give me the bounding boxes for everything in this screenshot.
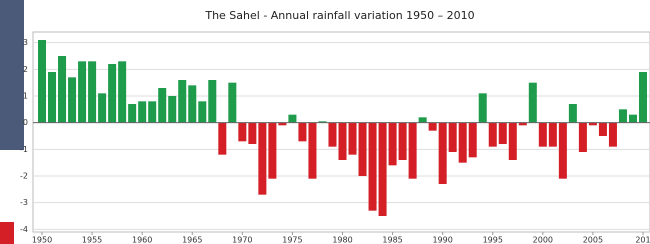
bar xyxy=(228,83,236,123)
bar xyxy=(429,123,437,131)
bar xyxy=(68,77,76,122)
bar xyxy=(509,123,517,160)
bar xyxy=(258,123,266,195)
y-tick-label: 2 xyxy=(23,65,28,74)
x-tick-label: 1995 xyxy=(483,236,503,244)
x-tick-label: 201 xyxy=(635,236,650,244)
bar xyxy=(599,123,607,136)
y-tick-label: 1 xyxy=(23,92,28,101)
bar xyxy=(298,123,306,142)
bar xyxy=(148,101,156,122)
bar xyxy=(208,80,216,123)
y-tick-label: 0 xyxy=(23,118,28,127)
y-tick-label: 3 xyxy=(23,38,28,47)
bar xyxy=(238,123,246,142)
bar xyxy=(479,93,487,122)
y-tick-label: -2 xyxy=(20,172,28,181)
bar xyxy=(419,117,427,122)
bar xyxy=(369,123,377,211)
bar xyxy=(389,123,397,166)
x-tick-label: 1975 xyxy=(282,236,302,244)
bar xyxy=(108,64,116,123)
bar xyxy=(178,80,186,123)
x-tick-label: 1960 xyxy=(132,236,152,244)
bar xyxy=(529,83,537,123)
bar xyxy=(188,85,196,122)
bar xyxy=(489,123,497,147)
bar xyxy=(569,104,577,123)
bar xyxy=(98,93,106,122)
bar xyxy=(328,123,336,147)
bar xyxy=(308,123,316,179)
bar xyxy=(379,123,387,216)
bar xyxy=(78,61,86,122)
chart: The Sahel - Annual rainfall variation 19… xyxy=(0,0,650,244)
bar xyxy=(499,123,507,144)
bar xyxy=(609,123,617,147)
bar xyxy=(48,72,56,123)
x-tick-label: 1990 xyxy=(432,236,452,244)
bar xyxy=(459,123,467,163)
bar xyxy=(118,61,126,122)
bar xyxy=(399,123,407,160)
x-tick-label: 1955 xyxy=(82,236,102,244)
bar xyxy=(469,123,477,158)
bar xyxy=(549,123,557,147)
bar xyxy=(629,115,637,123)
bar xyxy=(639,72,647,123)
bar xyxy=(58,56,66,123)
bar xyxy=(439,123,447,184)
bar xyxy=(198,101,206,122)
bar xyxy=(268,123,276,179)
bar xyxy=(579,123,587,152)
bar xyxy=(559,123,567,179)
bar xyxy=(359,123,367,176)
bar xyxy=(88,61,96,122)
bar xyxy=(218,123,226,155)
bar xyxy=(288,115,296,123)
bar xyxy=(409,123,417,179)
x-tick-label: 2000 xyxy=(533,236,553,244)
side-block xyxy=(0,222,14,244)
map-fragment xyxy=(0,0,24,150)
y-tick-label: -1 xyxy=(20,145,28,154)
bar xyxy=(539,123,547,147)
x-tick-label: 1980 xyxy=(332,236,352,244)
x-tick-label: 1965 xyxy=(182,236,202,244)
chart-title: The Sahel - Annual rainfall variation 19… xyxy=(204,9,474,22)
x-tick-label: 2005 xyxy=(583,236,603,244)
y-tick-label: -4 xyxy=(20,225,28,234)
bar xyxy=(248,123,256,144)
bar xyxy=(349,123,357,155)
bar xyxy=(128,104,136,123)
bar xyxy=(158,88,166,123)
x-tick-label: 1970 xyxy=(232,236,252,244)
x-tick-label: 1950 xyxy=(32,236,52,244)
y-tick-label: -3 xyxy=(20,198,28,207)
bar xyxy=(168,96,176,123)
bar xyxy=(619,109,627,122)
bar xyxy=(449,123,457,152)
bar xyxy=(38,40,46,123)
bar xyxy=(338,123,346,160)
bar xyxy=(138,101,146,122)
x-tick-label: 1985 xyxy=(382,236,402,244)
